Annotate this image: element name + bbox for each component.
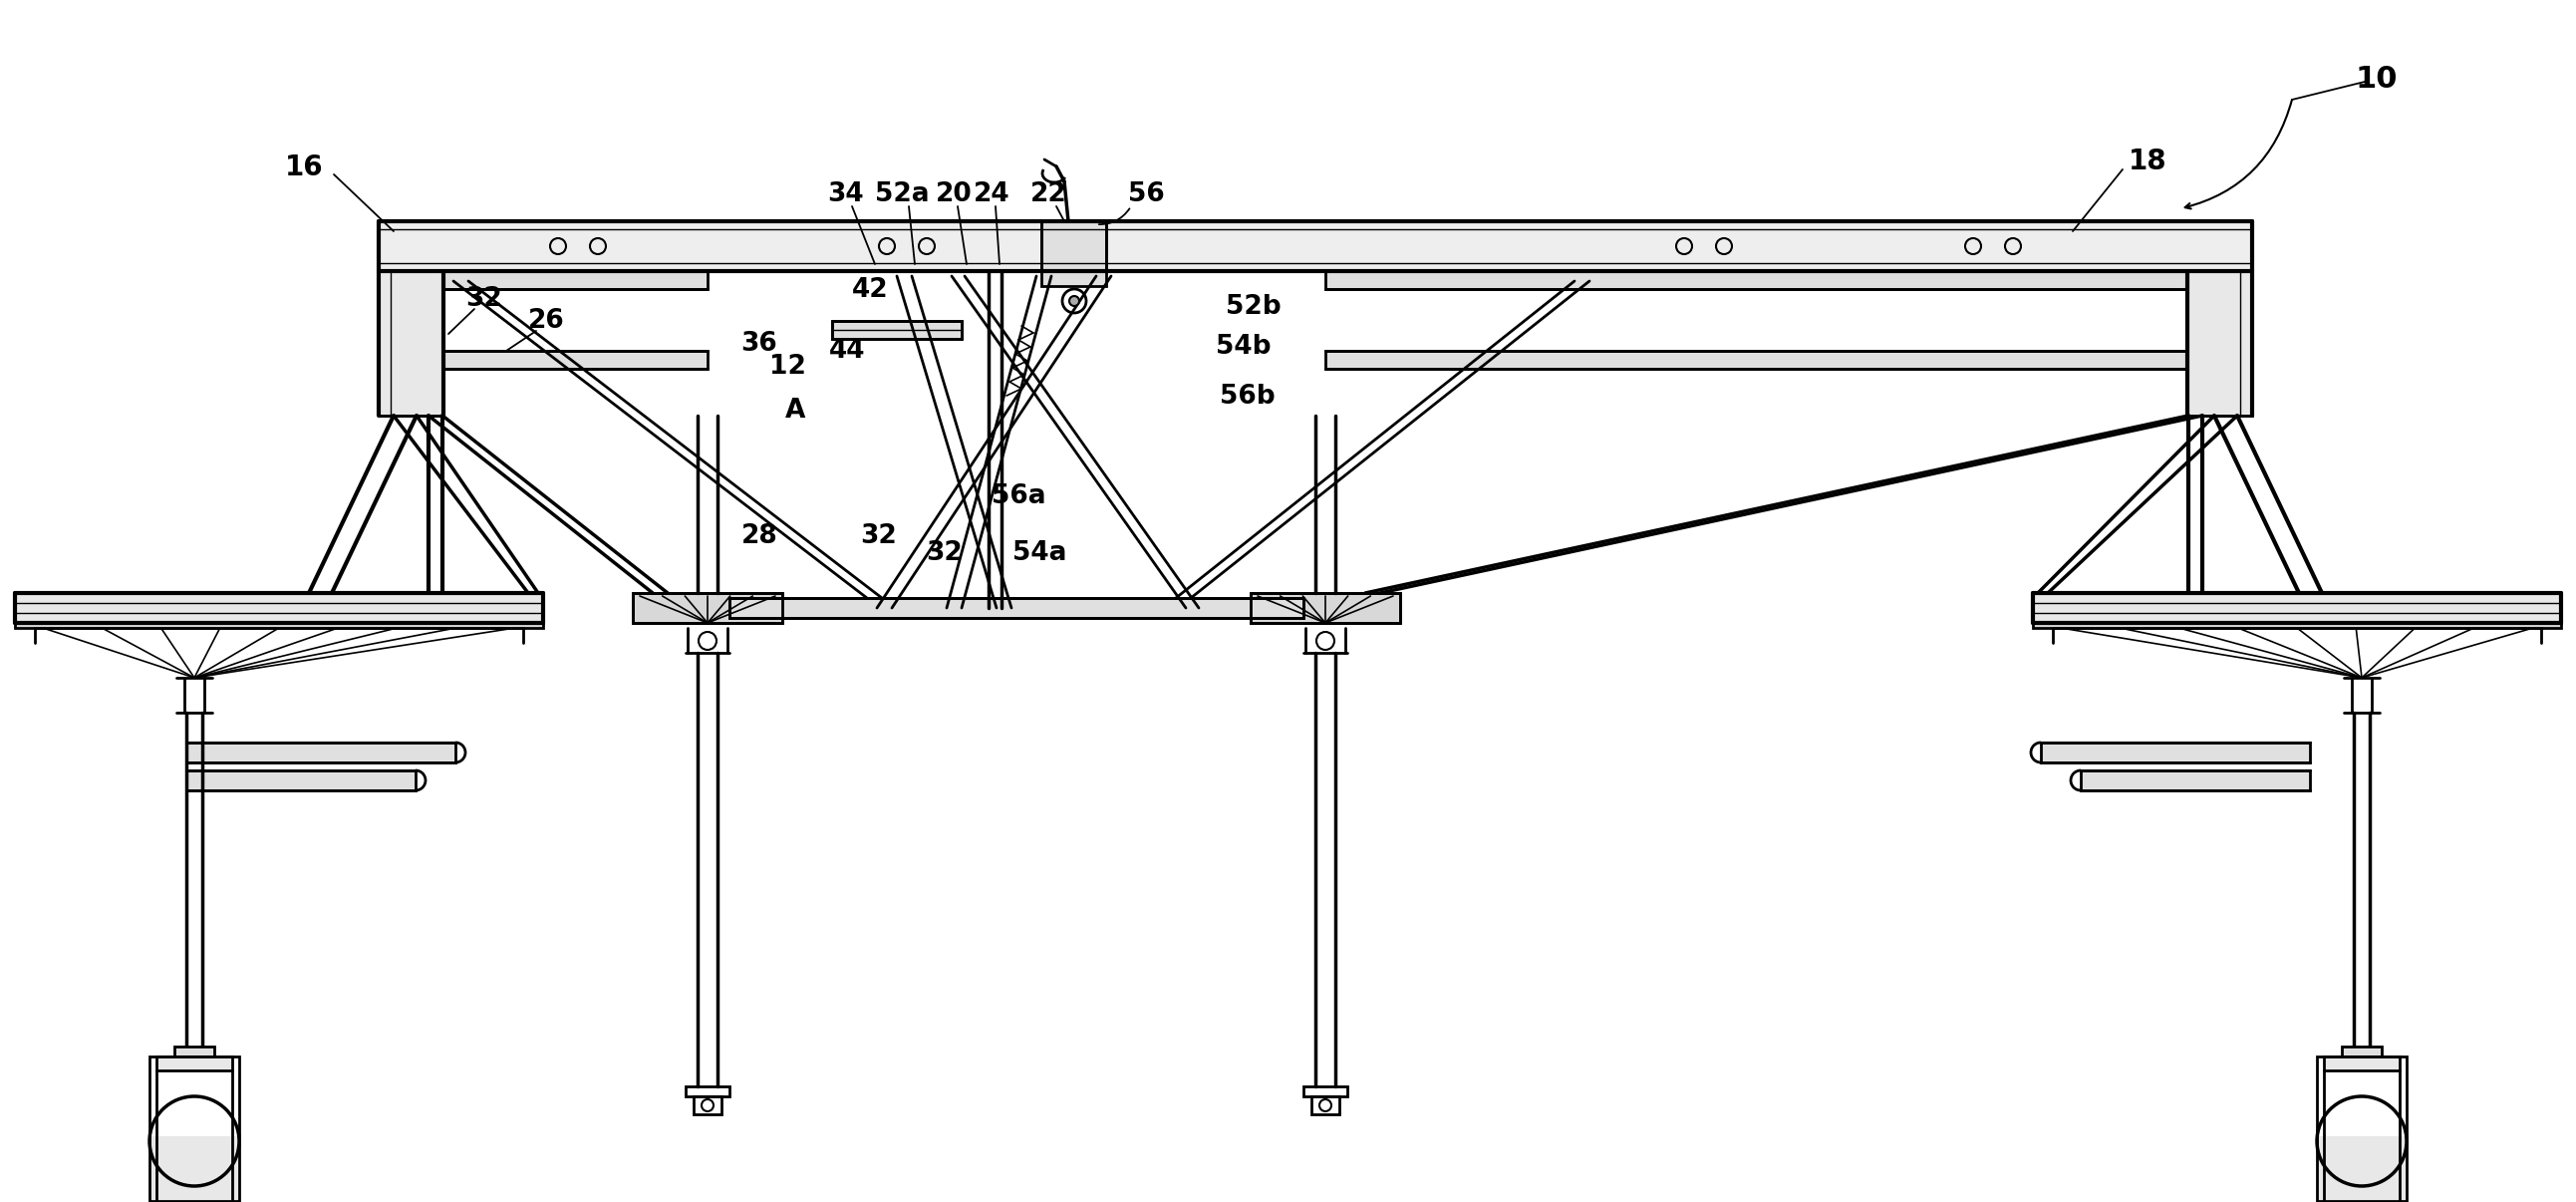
Text: 32: 32: [860, 523, 896, 549]
Circle shape: [1069, 296, 1079, 307]
Bar: [634, 593, 783, 623]
Bar: [1249, 593, 1401, 623]
Text: 24: 24: [974, 182, 1010, 207]
Text: 44: 44: [829, 338, 866, 364]
Bar: [685, 1087, 729, 1096]
Text: 56: 56: [1128, 182, 1164, 207]
Bar: [379, 221, 2251, 272]
Bar: [2032, 593, 2561, 623]
Text: 32: 32: [466, 286, 502, 313]
Bar: [1327, 272, 2187, 288]
Bar: [185, 743, 456, 762]
Bar: [157, 1057, 232, 1071]
Text: 52b: 52b: [1226, 294, 1280, 320]
Bar: [2316, 1057, 2406, 1201]
Text: 22: 22: [1030, 182, 1066, 207]
Text: 16: 16: [286, 154, 322, 182]
Bar: [2324, 1057, 2401, 1071]
Bar: [175, 1047, 214, 1057]
Bar: [15, 623, 544, 627]
Text: 54b: 54b: [1216, 334, 1273, 359]
Text: 28: 28: [742, 523, 778, 549]
Text: 54a: 54a: [1012, 540, 1066, 566]
Text: 18: 18: [2128, 148, 2166, 175]
Text: 10: 10: [2354, 65, 2398, 94]
Text: 34: 34: [827, 182, 863, 207]
Text: 26: 26: [528, 308, 564, 334]
Bar: [443, 272, 708, 288]
Bar: [15, 593, 544, 623]
Bar: [832, 321, 961, 339]
Bar: [1303, 1087, 1347, 1096]
Text: 56b: 56b: [1221, 383, 1275, 410]
Text: 32: 32: [927, 540, 963, 566]
Bar: [149, 1057, 240, 1201]
Text: 52a: 52a: [876, 182, 930, 207]
Text: 56a: 56a: [992, 483, 1046, 510]
Bar: [2342, 1047, 2383, 1057]
Bar: [379, 272, 443, 416]
Text: 36: 36: [742, 331, 778, 357]
Bar: [149, 1136, 240, 1201]
Bar: [1041, 221, 1105, 286]
Bar: [2187, 272, 2251, 416]
Text: A: A: [786, 398, 806, 423]
Bar: [1311, 1096, 1340, 1114]
Bar: [729, 599, 1303, 618]
Bar: [443, 351, 708, 369]
Bar: [2032, 623, 2561, 627]
Text: 20: 20: [935, 182, 971, 207]
Text: 12: 12: [768, 353, 806, 380]
Bar: [2316, 1136, 2406, 1201]
Bar: [2081, 770, 2311, 791]
Bar: [693, 1096, 721, 1114]
Text: 42: 42: [853, 278, 889, 303]
Bar: [1327, 351, 2187, 369]
Bar: [185, 770, 415, 791]
Bar: [2040, 743, 2311, 762]
